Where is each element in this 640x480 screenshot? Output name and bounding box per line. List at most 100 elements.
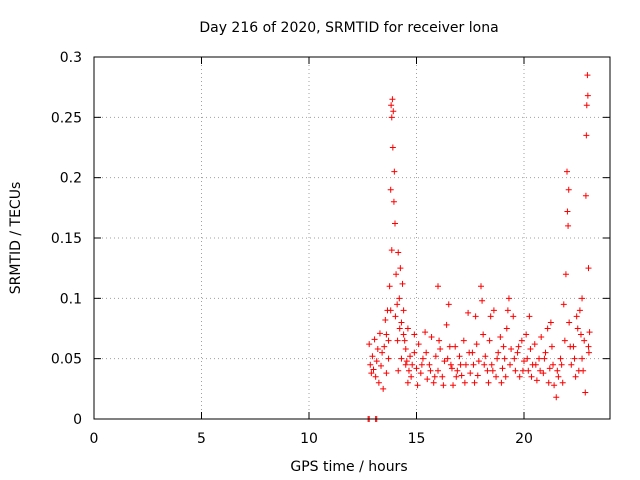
data-point bbox=[586, 329, 593, 336]
data-point bbox=[484, 367, 491, 374]
data-point bbox=[575, 367, 582, 374]
data-point bbox=[545, 379, 552, 386]
data-point bbox=[392, 313, 399, 320]
data-point bbox=[584, 72, 591, 79]
data-point bbox=[495, 349, 502, 356]
data-point bbox=[380, 385, 387, 392]
data-point bbox=[494, 355, 501, 362]
data-point bbox=[370, 366, 377, 373]
data-point bbox=[585, 265, 592, 272]
data-point bbox=[466, 349, 473, 356]
data-point bbox=[486, 337, 493, 344]
data-point bbox=[402, 361, 409, 368]
data-point bbox=[443, 321, 450, 328]
data-point bbox=[387, 186, 394, 193]
data-point bbox=[526, 313, 533, 320]
data-point bbox=[470, 361, 477, 368]
data-point bbox=[531, 341, 538, 348]
data-point bbox=[474, 372, 481, 379]
data-point bbox=[507, 361, 514, 368]
data-point bbox=[414, 382, 421, 389]
data-point bbox=[405, 367, 412, 374]
y-tick-label: 0.1 bbox=[60, 291, 82, 307]
y-tick-label: 0 bbox=[73, 412, 82, 428]
data-point bbox=[579, 355, 586, 362]
data-point bbox=[537, 367, 544, 374]
data-point bbox=[551, 382, 558, 389]
data-point bbox=[460, 337, 467, 344]
data-point bbox=[400, 307, 407, 314]
data-point bbox=[389, 144, 396, 151]
data-point bbox=[404, 379, 411, 386]
data-point bbox=[547, 319, 554, 326]
y-tick-label: 0.15 bbox=[51, 231, 82, 247]
data-point bbox=[432, 353, 439, 360]
data-point bbox=[382, 317, 389, 324]
data-point bbox=[383, 331, 390, 338]
data-point bbox=[564, 168, 570, 175]
data-point bbox=[418, 361, 425, 368]
data-point bbox=[435, 367, 441, 374]
data-point bbox=[392, 220, 398, 227]
data-point bbox=[440, 382, 447, 389]
data-point bbox=[371, 336, 378, 343]
data-point bbox=[403, 358, 410, 365]
data-point bbox=[500, 343, 507, 350]
data-point bbox=[558, 361, 565, 368]
data-point bbox=[475, 358, 482, 365]
data-point bbox=[574, 325, 581, 332]
data-point bbox=[481, 361, 488, 368]
data-point bbox=[393, 271, 400, 278]
data-point bbox=[427, 367, 434, 374]
data-point bbox=[458, 372, 465, 379]
data-point bbox=[402, 346, 409, 353]
data-point bbox=[546, 365, 553, 372]
data-point bbox=[554, 367, 561, 374]
data-point bbox=[560, 301, 567, 308]
data-point bbox=[566, 319, 573, 326]
data-point bbox=[372, 373, 379, 380]
data-point bbox=[518, 337, 525, 344]
data-point bbox=[411, 331, 418, 338]
data-point bbox=[565, 222, 572, 229]
data-point bbox=[583, 132, 590, 139]
data-point bbox=[523, 331, 530, 338]
data-point bbox=[391, 168, 398, 175]
x-tick-label: 5 bbox=[197, 431, 206, 447]
data-point bbox=[426, 361, 433, 368]
data-point bbox=[542, 349, 549, 356]
data-point bbox=[465, 309, 472, 316]
data-point bbox=[388, 247, 395, 254]
data-point bbox=[462, 361, 469, 368]
data-point bbox=[478, 283, 484, 290]
data-point bbox=[503, 325, 510, 332]
data-point bbox=[452, 343, 459, 350]
data-point bbox=[375, 379, 382, 386]
y-axis-label: SRMTID / TECUs bbox=[8, 182, 24, 295]
data-point bbox=[582, 192, 589, 199]
x-tick-labels: 0 5 10 15 20 bbox=[90, 431, 533, 447]
data-point bbox=[423, 349, 430, 356]
data-point bbox=[388, 102, 395, 109]
data-point bbox=[505, 295, 512, 302]
data-point bbox=[571, 355, 578, 362]
data-point bbox=[567, 343, 574, 350]
data-point bbox=[397, 265, 404, 272]
data-point bbox=[441, 358, 448, 365]
x-tick-label: 20 bbox=[515, 431, 533, 447]
data-point bbox=[389, 96, 396, 103]
data-point bbox=[439, 373, 446, 380]
data-point bbox=[557, 355, 564, 362]
x-tick-label: 15 bbox=[408, 431, 426, 447]
data-point bbox=[524, 355, 531, 362]
data-point bbox=[456, 353, 463, 360]
data-point bbox=[577, 331, 584, 338]
data-point bbox=[490, 307, 497, 314]
data-point bbox=[498, 379, 505, 386]
data-point bbox=[386, 283, 393, 290]
data-point bbox=[415, 341, 422, 348]
data-point bbox=[453, 373, 460, 380]
data-point bbox=[411, 349, 418, 356]
data-point bbox=[394, 337, 401, 344]
data-point bbox=[450, 382, 457, 389]
